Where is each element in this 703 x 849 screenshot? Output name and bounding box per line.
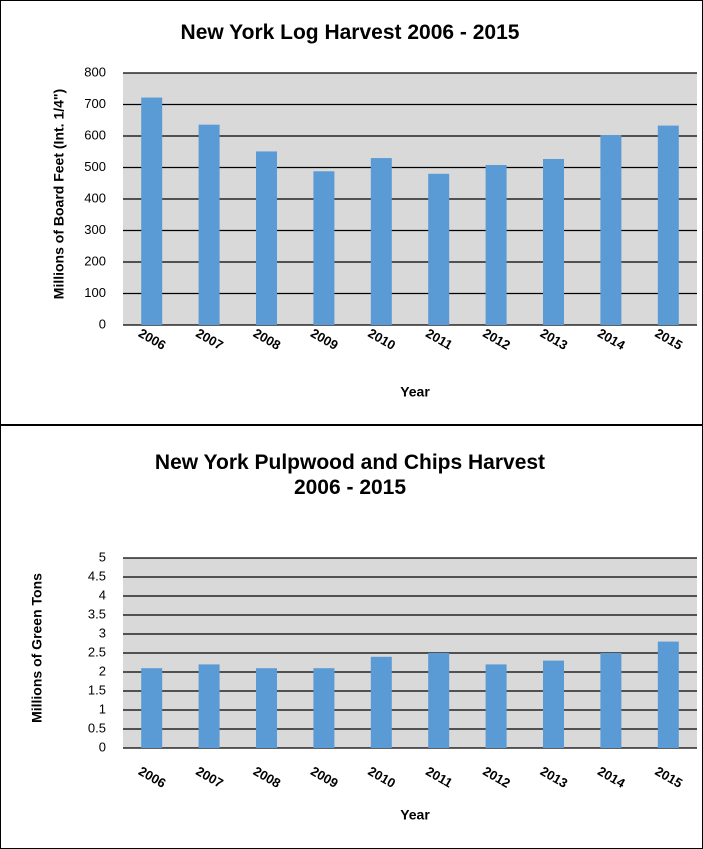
x-tick-label: 2014 bbox=[595, 325, 628, 353]
y-tick-label: 2.5 bbox=[88, 644, 106, 659]
y-tick-label: 3.5 bbox=[88, 606, 106, 621]
y-tick-label: 1.5 bbox=[88, 682, 106, 697]
bar bbox=[141, 97, 163, 325]
bar bbox=[198, 664, 220, 748]
title-box: New York Log Harvest 2006 - 2015 bbox=[180, 21, 520, 44]
y-tick-label: 300 bbox=[84, 222, 106, 237]
bar bbox=[600, 653, 622, 748]
bar bbox=[485, 164, 507, 325]
x-axis-label: Year bbox=[400, 384, 430, 400]
y-tick-label: 0.5 bbox=[88, 720, 106, 735]
y-tick-label: 100 bbox=[84, 285, 106, 300]
x-tick-label: 2008 bbox=[251, 763, 284, 790]
x-tick-label: 2006 bbox=[136, 325, 169, 352]
x-tick-label: 2011 bbox=[423, 764, 455, 791]
y-tick-label: 1 bbox=[99, 701, 106, 716]
y-tick-label: 4.5 bbox=[88, 568, 106, 583]
y-tick-label: 0 bbox=[99, 316, 106, 331]
bar bbox=[370, 158, 392, 325]
x-tick-label: 2007 bbox=[193, 325, 226, 352]
bar bbox=[657, 641, 679, 748]
chart-title: New York Log Harvest 2006 - 2015 bbox=[180, 21, 520, 44]
x-tick-label: 2011 bbox=[423, 326, 455, 353]
x-tick-label: 2014 bbox=[595, 763, 628, 791]
y-tick-label: 3 bbox=[99, 625, 106, 640]
x-axis-label: Year bbox=[400, 807, 430, 823]
bar bbox=[313, 668, 335, 748]
x-tick-label: 2013 bbox=[538, 763, 571, 790]
bar bbox=[198, 124, 220, 325]
y-tick-label: 700 bbox=[84, 96, 106, 111]
bar bbox=[256, 668, 277, 748]
y-tick-label: 5 bbox=[99, 549, 106, 564]
y-tick-label: 4 bbox=[99, 587, 106, 602]
y-tick-label: 500 bbox=[84, 159, 106, 174]
x-tick-label: 2006 bbox=[136, 763, 169, 790]
y-tick-label: 600 bbox=[84, 127, 106, 142]
chart-title: New York Pulpwood and Chips Harvest 2006… bbox=[154, 451, 546, 499]
x-tick-label: 2013 bbox=[538, 325, 571, 352]
bar bbox=[657, 125, 679, 325]
x-tick-label: 2008 bbox=[251, 325, 284, 352]
x-tick-label: 2010 bbox=[366, 325, 399, 352]
bar bbox=[543, 660, 564, 748]
bar bbox=[141, 668, 163, 748]
y-tick-label: 2 bbox=[99, 663, 106, 678]
x-tick-label: 2010 bbox=[366, 763, 399, 790]
x-tick-label: 2015 bbox=[653, 763, 686, 790]
x-tick-label: 2007 bbox=[193, 763, 226, 790]
x-tick-label: 2015 bbox=[653, 325, 686, 352]
y-axis-label: Millions of Green Tons bbox=[29, 573, 45, 723]
bar bbox=[256, 151, 277, 325]
title-box: New York Pulpwood and Chips Harvest 2006… bbox=[154, 451, 546, 499]
bar bbox=[600, 135, 622, 325]
bar bbox=[313, 171, 335, 325]
x-tick-label: 2009 bbox=[308, 325, 341, 352]
y-tick-label: 0 bbox=[99, 739, 106, 754]
y-tick-label: 400 bbox=[84, 190, 106, 205]
bar bbox=[428, 173, 450, 325]
bar bbox=[370, 656, 392, 748]
x-tick-label: 2012 bbox=[480, 763, 513, 790]
y-tick-label: 200 bbox=[84, 253, 106, 268]
y-tick-label: 800 bbox=[84, 64, 106, 79]
x-tick-label: 2012 bbox=[480, 325, 513, 352]
x-tick-label: 2009 bbox=[308, 763, 341, 790]
y-axis-label: Millions of Board Feet (Int. 1/4") bbox=[51, 89, 67, 299]
bar bbox=[485, 664, 507, 748]
bar bbox=[543, 158, 564, 325]
bar bbox=[428, 653, 450, 748]
